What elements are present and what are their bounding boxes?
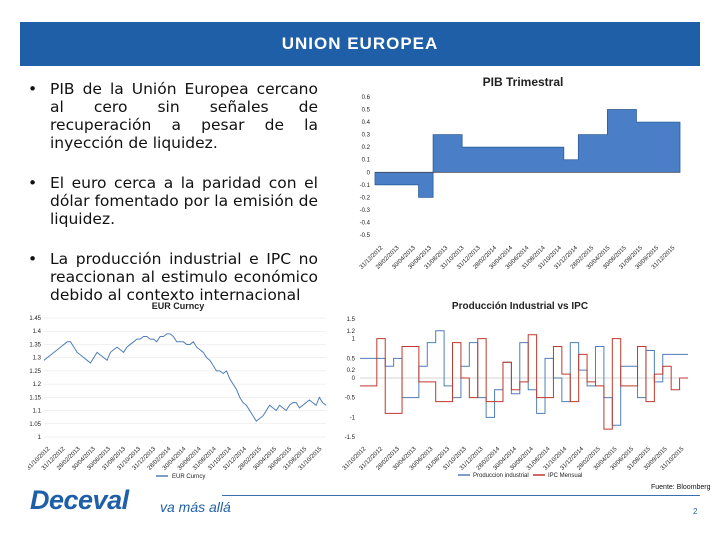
y-tick-label: 1.5 — [347, 317, 356, 323]
bullet-text: La producción industrial e IPC no reacci… — [50, 250, 318, 304]
bullet-list: • PIB de la Unión Europea cercano al cer… — [28, 80, 318, 326]
y-tick-label: -0.2 — [360, 195, 371, 201]
y-tick-label: 1.1 — [33, 409, 42, 415]
y-tick-label: -0.5 — [345, 396, 356, 402]
y-tick-label: -0.5 — [360, 233, 371, 239]
y-tick-label: 1 — [352, 337, 356, 343]
y-tick-label: 0.5 — [362, 108, 371, 114]
y-tick-label: 1.4 — [33, 329, 42, 335]
bullet-icon: • — [28, 250, 38, 268]
bullet-item: • La producción industrial e IPC no reac… — [28, 250, 318, 304]
bullet-icon: • — [28, 174, 38, 192]
y-tick-label: 1.05 — [29, 422, 41, 428]
y-tick-label: -1.5 — [345, 435, 356, 441]
eur-curncy-chart: EUR Curncy 1 1.05 1.1 1.15 1.2 1.25 1.3 1.35 1.4 1… — [28, 297, 328, 482]
y-tick-label: 0.1 — [362, 158, 371, 164]
chart-title: EUR Curncy — [152, 301, 205, 311]
source-note: Fuente: Bloomberg — [651, 484, 711, 491]
y-tick-label: 1.45 — [29, 316, 41, 322]
chart-title: PIB Trimestral — [483, 75, 564, 89]
logo-tagline: va más allá — [160, 499, 231, 515]
chart-title: Producción Industrial vs IPC — [452, 301, 588, 312]
legend-label: EUR Curncy — [172, 474, 205, 480]
eur-line-series — [43, 333, 327, 422]
y-tick-label: -0.1 — [360, 183, 371, 189]
y-tick-label: 0.4 — [362, 120, 371, 126]
y-tick-label: -0.4 — [360, 220, 371, 226]
deceval-logo: Deceval va más allá — [30, 485, 231, 516]
logo-text: Deceval — [30, 485, 129, 515]
produccion-ipc-chart: Producción Industrial vs IPC -1.5 -1 -0.5 0 0… — [338, 297, 700, 482]
y-tick-label: 1.15 — [29, 395, 41, 401]
y-tick-label: 0.6 — [362, 95, 371, 101]
y-tick-label: 0 — [352, 376, 356, 382]
ipc-line-series — [360, 334, 688, 430]
y-tick-label: 0.5 — [347, 356, 356, 362]
y-tick-label: 0.2 — [347, 368, 356, 374]
bullet-item: • PIB de la Unión Europea cercano al cer… — [28, 80, 318, 152]
legend-label: IPC Mensual — [548, 473, 582, 479]
y-tick-label: -0.3 — [360, 208, 371, 214]
y-tick-label: 1 — [38, 435, 42, 441]
y-tick-label: 1.2 — [347, 329, 356, 335]
y-tick-label: 1.35 — [29, 342, 41, 348]
y-tick-label: 1.3 — [33, 356, 42, 362]
y-tick-label: 1.25 — [29, 369, 41, 375]
bullet-text: El euro cerca a la paridad con el dólar … — [50, 174, 318, 228]
title-bar: UNION EUROPEA — [20, 22, 700, 66]
legend-label: Produccion industrial — [473, 473, 529, 479]
slide-title: UNION EUROPEA — [281, 34, 439, 53]
pib-area-series — [374, 109, 681, 198]
pib-trimestral-chart: PIB Trimestral -0.5 -0.4 -0.3 -0.2 -0.1 0 0.1 0.… — [335, 70, 690, 292]
y-tick-label: -1 — [350, 415, 356, 421]
bullet-icon: • — [28, 80, 38, 98]
y-tick-label: 0.3 — [362, 133, 371, 139]
bullet-item: • El euro cerca a la paridad con el dóla… — [28, 174, 318, 228]
page-number: 2 — [693, 507, 698, 516]
y-tick-label: 0.2 — [362, 145, 371, 151]
y-tick-label: 1.2 — [33, 382, 42, 388]
produccion-line-series — [360, 330, 688, 426]
y-tick-label: 0 — [367, 170, 371, 176]
bullet-text: PIB de la Unión Europea cercano al cero … — [50, 80, 318, 152]
footer-divider — [222, 495, 700, 496]
